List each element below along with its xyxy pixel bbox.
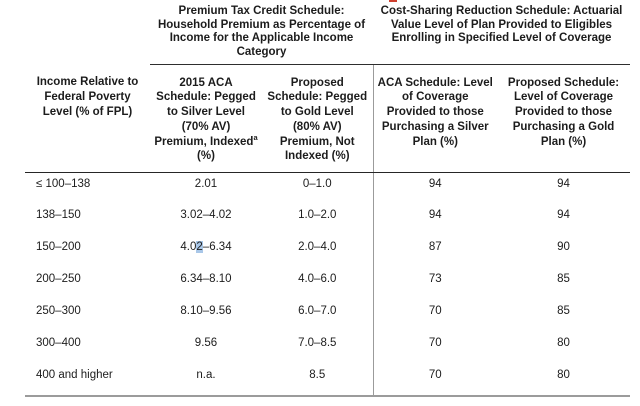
aca-2015-premium-cell: 9.56 [194, 337, 218, 349]
col-header-proposed-csr-schedule: Proposed Schedule: Level of Coverage Pro… [497, 64, 631, 173]
table-row: 200–250 6.34–8.10 4.0–6.0 73 85 [25, 268, 630, 300]
proposed-gold-coverage-cell: 94 [557, 177, 570, 190]
income-cell: 400 and higher [25, 364, 150, 397]
proposed-premium-cell: 1.0–2.0 [298, 209, 337, 221]
table-row: 250–300 8.10–9.56 6.0–7.0 70 85 [25, 300, 630, 332]
aca-2015-premium-cell: n.a. [150, 364, 262, 397]
proposed-premium-cell: 0–1.0 [302, 177, 332, 190]
income-cell: 138–150 [36, 209, 81, 221]
proposed-premium-cell: 7.0–8.5 [298, 337, 337, 349]
footnote-marker: a [253, 132, 258, 142]
proposed-premium-cell: 2.0–4.0 [298, 241, 337, 253]
table-row: 138–150 3.02–4.02 1.0–2.0 94 94 [25, 204, 630, 236]
aca-silver-coverage-cell: 70 [372, 332, 498, 364]
aca-silver-coverage-cell: 73 [372, 268, 498, 300]
aca-silver-coverage-cell: 87 [372, 236, 498, 268]
premium-range-prefix: 4.0 [180, 241, 197, 253]
proposed-gold-coverage-cell: 80 [497, 364, 631, 397]
proposed-premium-cell: 6.0–7.0 [298, 305, 337, 317]
column-header-row: Income Relative to Federal Poverty Level… [25, 64, 631, 173]
proposed-premium-cell: 8.5 [262, 364, 374, 397]
proposed-gold-coverage-cell: 80 [557, 337, 570, 349]
aca-2015-premium-cell: 8.10–9.56 [180, 305, 232, 317]
income-cell: 250–300 [36, 305, 81, 317]
table-row: 150–200 4.02–6.34 2.0–4.0 87 90 [25, 236, 630, 268]
proposed-gold-coverage-cell: 85 [557, 305, 570, 317]
table-row: 400 and higher n.a. 8.5 70 80 [25, 364, 631, 397]
aca-silver-coverage-cell: 70 [372, 364, 498, 397]
table-row: ≤ 100–138 2.01 0–1.0 94 94 [25, 172, 630, 204]
text-selection-highlight: 2 [196, 241, 203, 253]
proposed-gold-coverage-cell: 85 [557, 273, 570, 285]
group-header-spacer [25, 2, 150, 64]
aca-2015-premium-cell: 3.02–4.02 [180, 209, 232, 221]
col-header-income-fpl: Income Relative to Federal Poverty Level… [25, 64, 150, 173]
policy-comparison-table: Premium Tax Credit Schedule: Household P… [25, 2, 631, 397]
aca-silver-coverage-cell: 94 [372, 204, 498, 236]
col-header-2015-aca-text: 2015 ACA Schedule: Pegged to Silver Leve… [154, 76, 256, 148]
col-header-2015-aca-unit: (%) [197, 150, 215, 163]
income-cell: 200–250 [36, 273, 81, 285]
income-cell: 150–200 [36, 241, 81, 253]
col-header-2015-aca-schedule: 2015 ACA Schedule: Pegged to Silver Leve… [150, 64, 262, 173]
aca-silver-coverage-cell: 94 [372, 172, 498, 204]
aca-2015-premium-cell: 4.02–6.34 [150, 236, 262, 268]
aca-2015-premium-cell: 6.34–8.10 [180, 273, 232, 285]
proposed-premium-cell: 4.0–6.0 [298, 273, 337, 285]
income-cell: 300–400 [36, 337, 81, 349]
proposed-gold-coverage-cell: 94 [557, 209, 570, 221]
group-header-premium-tax-credit: Premium Tax Credit Schedule: Household P… [150, 2, 374, 65]
aca-silver-coverage-cell: 70 [372, 300, 498, 332]
col-header-aca-csr-schedule: ACA Schedule: Level of Coverage Provided… [372, 64, 498, 173]
clipped-annotation-artifact [389, 0, 397, 2]
aca-2015-premium-cell: 2.01 [194, 177, 218, 190]
col-header-proposed-premium-schedule: Proposed Schedule: Pegged to Gold Level … [262, 64, 374, 173]
income-cell: ≤ 100–138 [36, 177, 91, 190]
group-header-cost-sharing-reduction: Cost-Sharing Reduction Schedule: Actuari… [373, 2, 631, 65]
proposed-gold-coverage-cell: 90 [557, 241, 570, 253]
premium-range-suffix: –6.34 [202, 241, 232, 253]
group-header-row: Premium Tax Credit Schedule: Household P… [25, 2, 631, 65]
table-row: 300–400 9.56 7.0–8.5 70 80 [25, 332, 630, 364]
